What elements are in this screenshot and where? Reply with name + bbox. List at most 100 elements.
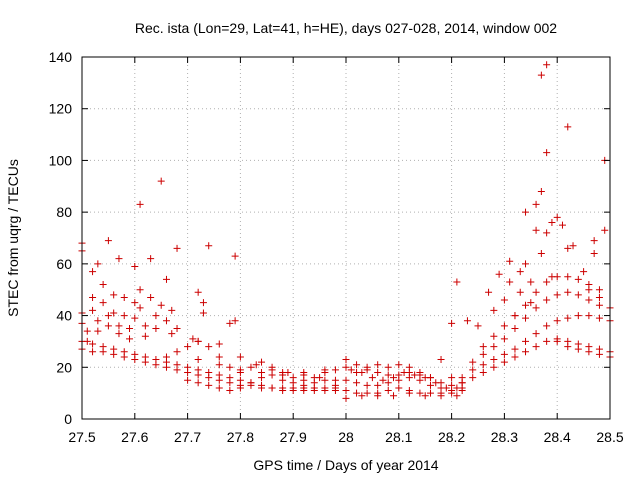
data-point: [115, 330, 123, 338]
data-point: [147, 293, 155, 301]
data-point: [479, 361, 487, 369]
data-point: [553, 317, 561, 325]
data-point: [342, 376, 350, 384]
data-point: [120, 348, 128, 356]
data-point: [553, 273, 561, 281]
y-tick-label: 80: [56, 204, 72, 220]
data-point: [479, 350, 487, 358]
data-point: [162, 317, 170, 325]
data-point: [511, 353, 519, 361]
data-point: [284, 368, 292, 376]
data-point: [342, 387, 350, 395]
data-point: [532, 288, 540, 296]
data-point: [131, 299, 139, 307]
data-point: [564, 244, 572, 252]
data-point: [485, 288, 493, 296]
data-point: [363, 363, 371, 371]
data-point: [268, 384, 276, 392]
data-point: [99, 299, 107, 307]
y-tick-label: 140: [49, 49, 73, 65]
data-point: [99, 343, 107, 351]
data-point: [331, 376, 339, 384]
data-point: [110, 345, 118, 353]
data-point: [453, 278, 461, 286]
data-point: [184, 376, 192, 384]
data-point: [479, 343, 487, 351]
data-point: [522, 314, 530, 322]
data-point: [390, 374, 398, 382]
data-point: [421, 392, 429, 400]
data-point: [83, 327, 91, 335]
data-point: [89, 268, 97, 276]
data-point: [184, 363, 192, 371]
data-point: [126, 325, 134, 332]
data-point: [89, 306, 97, 314]
data-point: [310, 379, 318, 387]
data-point: [469, 374, 477, 382]
data-point: [453, 392, 461, 400]
data-point: [601, 226, 609, 234]
data-point: [426, 381, 434, 389]
x-tick-label: 28.4: [544, 429, 571, 445]
data-point: [574, 291, 582, 299]
data-point: [226, 374, 234, 382]
data-point: [405, 363, 413, 371]
chart-title: Rec. ista (Lon=29, Lat=41, h=HE), days 0…: [135, 20, 557, 36]
data-point: [120, 293, 128, 301]
data-point: [537, 71, 545, 79]
data-point: [247, 379, 255, 387]
data-point: [279, 384, 287, 392]
data-point: [99, 281, 107, 289]
data-point: [553, 213, 561, 221]
data-point: [331, 366, 339, 374]
data-point: [416, 376, 424, 384]
data-point: [532, 200, 540, 208]
data-point: [574, 345, 582, 353]
data-point: [89, 348, 97, 356]
data-point: [522, 337, 530, 345]
data-point: [379, 376, 387, 384]
data-point: [136, 304, 144, 312]
data-point: [395, 361, 403, 369]
data-point: [115, 322, 123, 330]
data-point: [564, 314, 572, 322]
data-point: [453, 384, 461, 392]
data-point: [527, 299, 535, 307]
data-point: [231, 252, 239, 260]
data-point: [316, 374, 324, 382]
data-point: [173, 361, 181, 369]
x-tick-label: 28.2: [438, 429, 465, 445]
data-point: [199, 299, 207, 307]
data-point: [522, 208, 530, 216]
data-point: [120, 312, 128, 320]
data-point: [595, 350, 603, 358]
data-point: [416, 368, 424, 376]
data-point: [94, 327, 102, 335]
data-point: [173, 348, 181, 356]
data-point: [537, 187, 545, 195]
tick-labels: 27.5 27.6 27.7 27.8 27.9 28 28.1 28.2 28.3 28.4 28…: [49, 49, 624, 445]
data-point: [548, 218, 556, 226]
data-point: [89, 293, 97, 301]
data-point: [527, 278, 535, 286]
data-point: [231, 317, 239, 325]
y-tick-label: 0: [64, 411, 72, 427]
data-point: [236, 384, 244, 392]
data-point: [564, 273, 572, 281]
data-point: [564, 288, 572, 296]
data-point: [374, 368, 382, 376]
data-point: [595, 293, 603, 301]
data-point: [94, 260, 102, 268]
data-point: [358, 392, 366, 400]
data-point: [416, 389, 424, 397]
data-point: [506, 257, 514, 265]
data-point: [537, 250, 545, 258]
data-point: [252, 361, 260, 369]
data-point: [342, 363, 350, 371]
data-point: [215, 371, 223, 379]
data-point: [384, 371, 392, 379]
data-point: [543, 149, 551, 157]
data-point: [580, 268, 588, 276]
data-point: [590, 250, 598, 258]
data-point: [558, 221, 566, 229]
